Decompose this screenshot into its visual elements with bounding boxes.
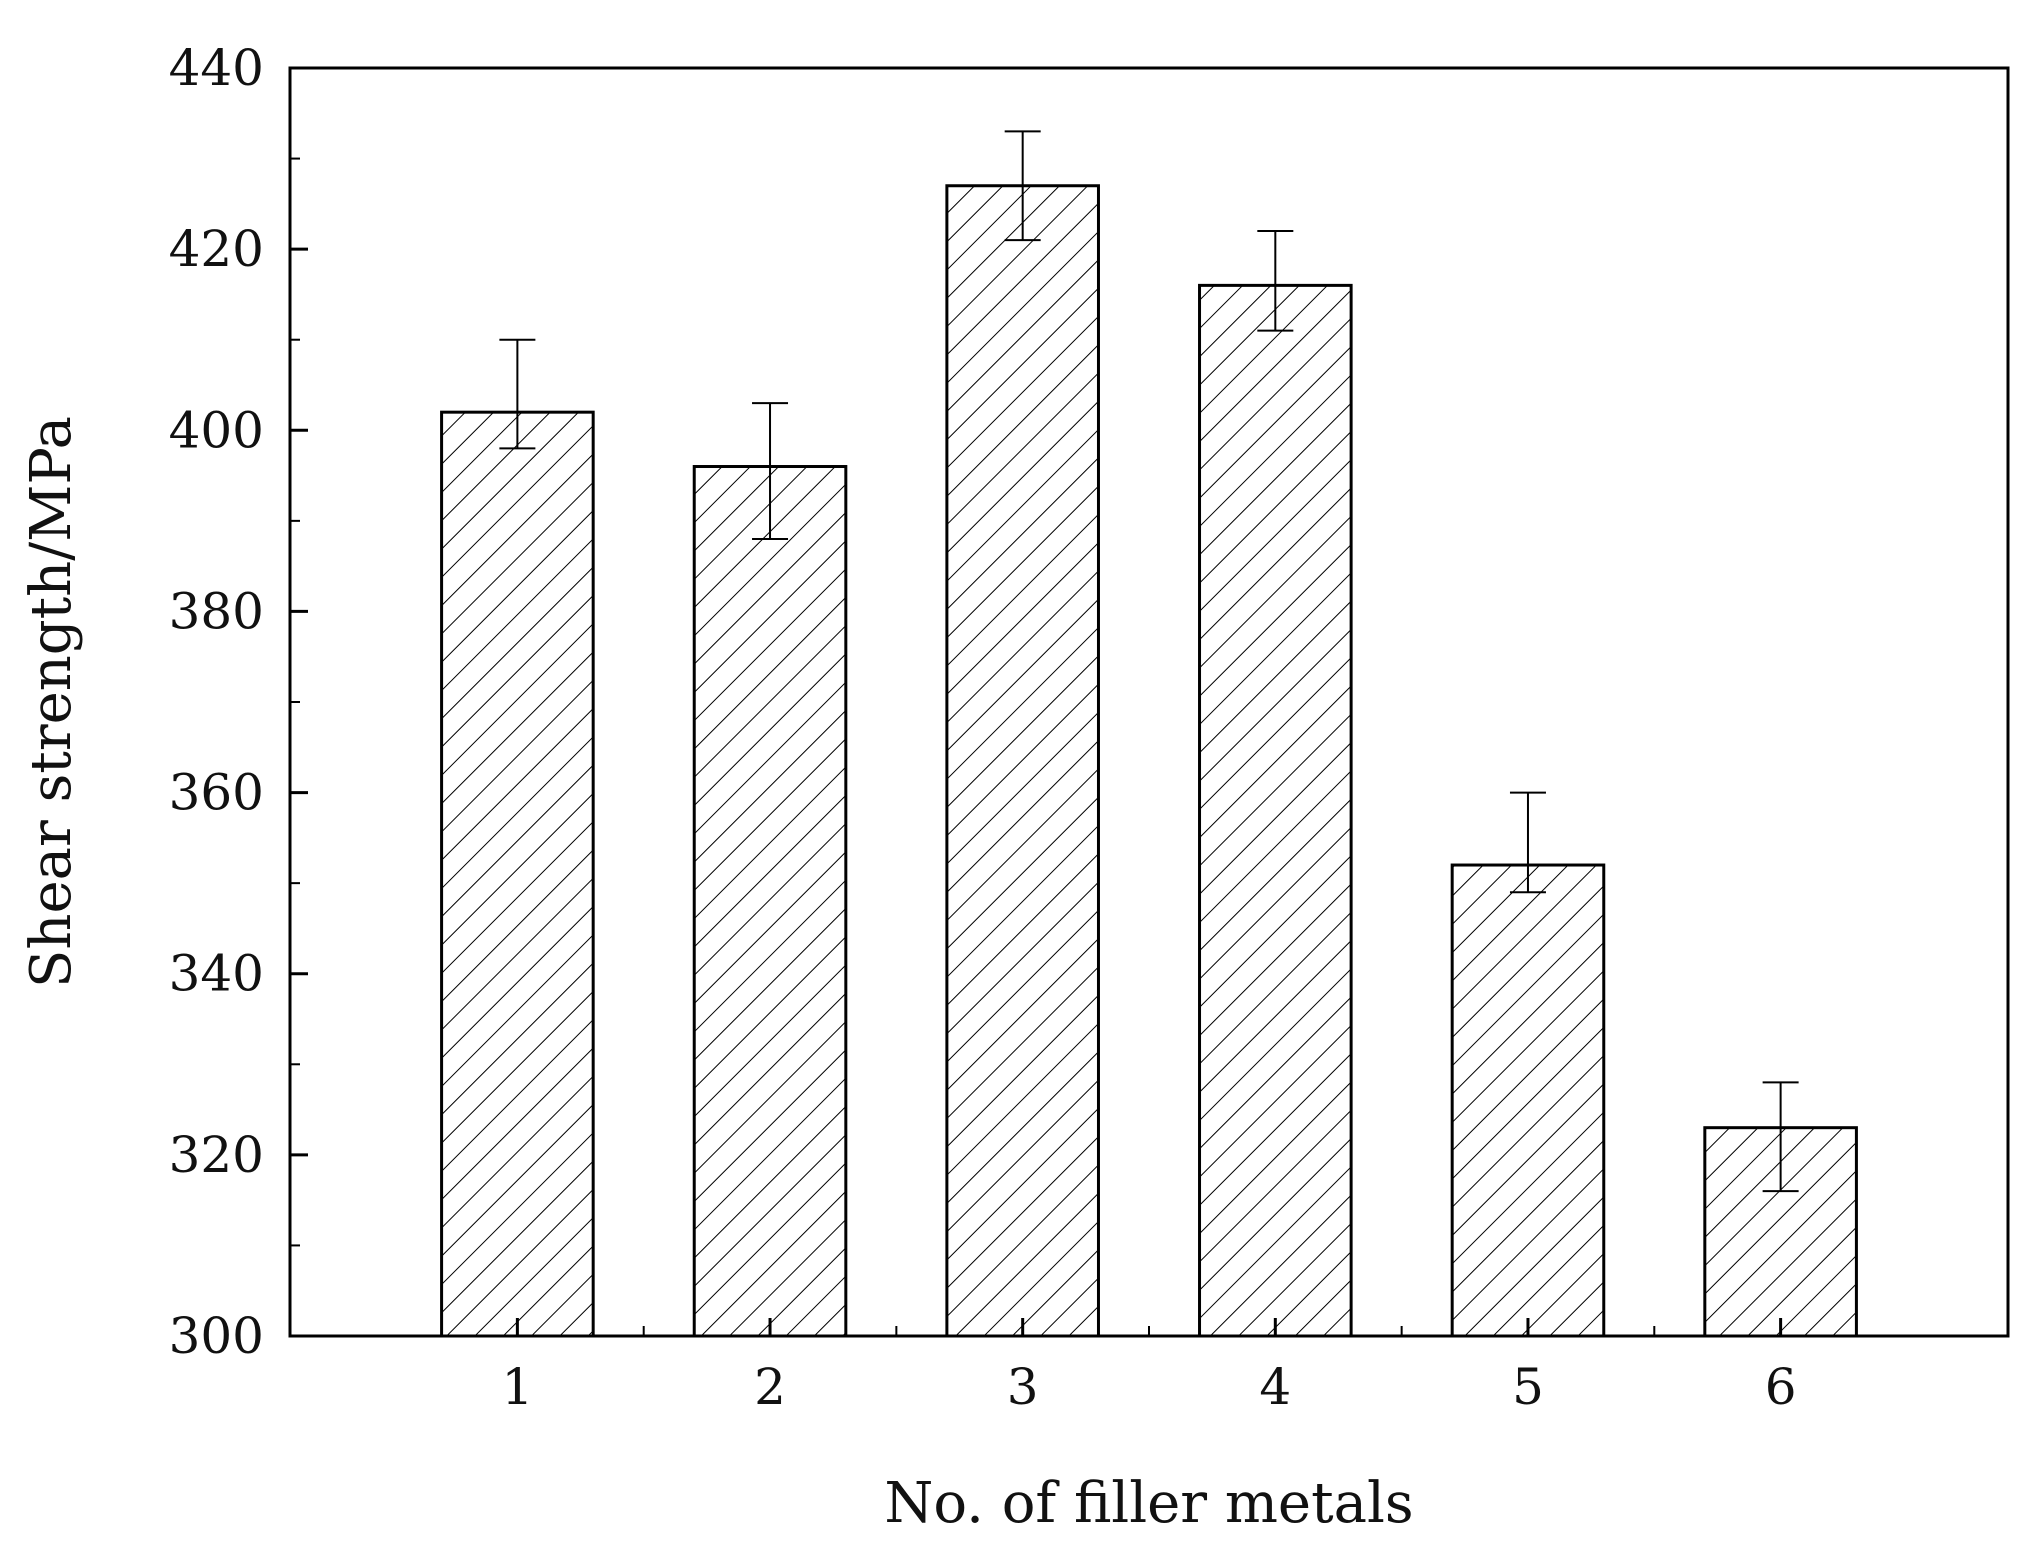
y-axis-title: Shear strength/MPa — [19, 416, 84, 988]
bar-5 — [1450, 863, 1606, 1338]
bar-3 — [945, 184, 1100, 1338]
y-tick-label: 300 — [169, 1307, 264, 1365]
error-bar-2 — [752, 402, 789, 540]
x-axis-title: No. of filler metals — [884, 1471, 1413, 1536]
x-tick-label: 1 — [501, 1358, 533, 1416]
bar-2 — [692, 465, 848, 1338]
x-axis: 1 2 3 4 5 6 — [501, 1318, 1797, 1416]
bars-layer — [440, 184, 1858, 1338]
y-tick-label: 360 — [169, 764, 264, 822]
x-tick-label: 5 — [1512, 1358, 1544, 1416]
error-bar-1 — [499, 338, 536, 450]
error-bar-4 — [1257, 230, 1294, 332]
y-tick-label: 400 — [169, 401, 264, 459]
bar-1 — [440, 410, 595, 1338]
y-tick-label: 440 — [169, 39, 264, 97]
y-tick-label: 420 — [169, 220, 264, 278]
error-bar-6 — [1762, 1081, 1799, 1193]
error-bar-5 — [1509, 791, 1546, 894]
error-bars-layer — [499, 130, 1799, 1193]
bar-4 — [1198, 283, 1353, 1338]
x-tick-label: 3 — [1007, 1358, 1039, 1416]
x-tick-label: 2 — [754, 1358, 786, 1416]
error-bar-3 — [1004, 130, 1041, 242]
x-tick-label: 4 — [1259, 1358, 1291, 1416]
y-axis: 300 320 340 360 380 400 420 440 — [169, 39, 308, 1365]
x-tick-label: 6 — [1765, 1358, 1797, 1416]
y-tick-label: 320 — [169, 1126, 264, 1184]
y-tick-label: 380 — [169, 582, 264, 640]
y-tick-label: 340 — [169, 945, 264, 1003]
